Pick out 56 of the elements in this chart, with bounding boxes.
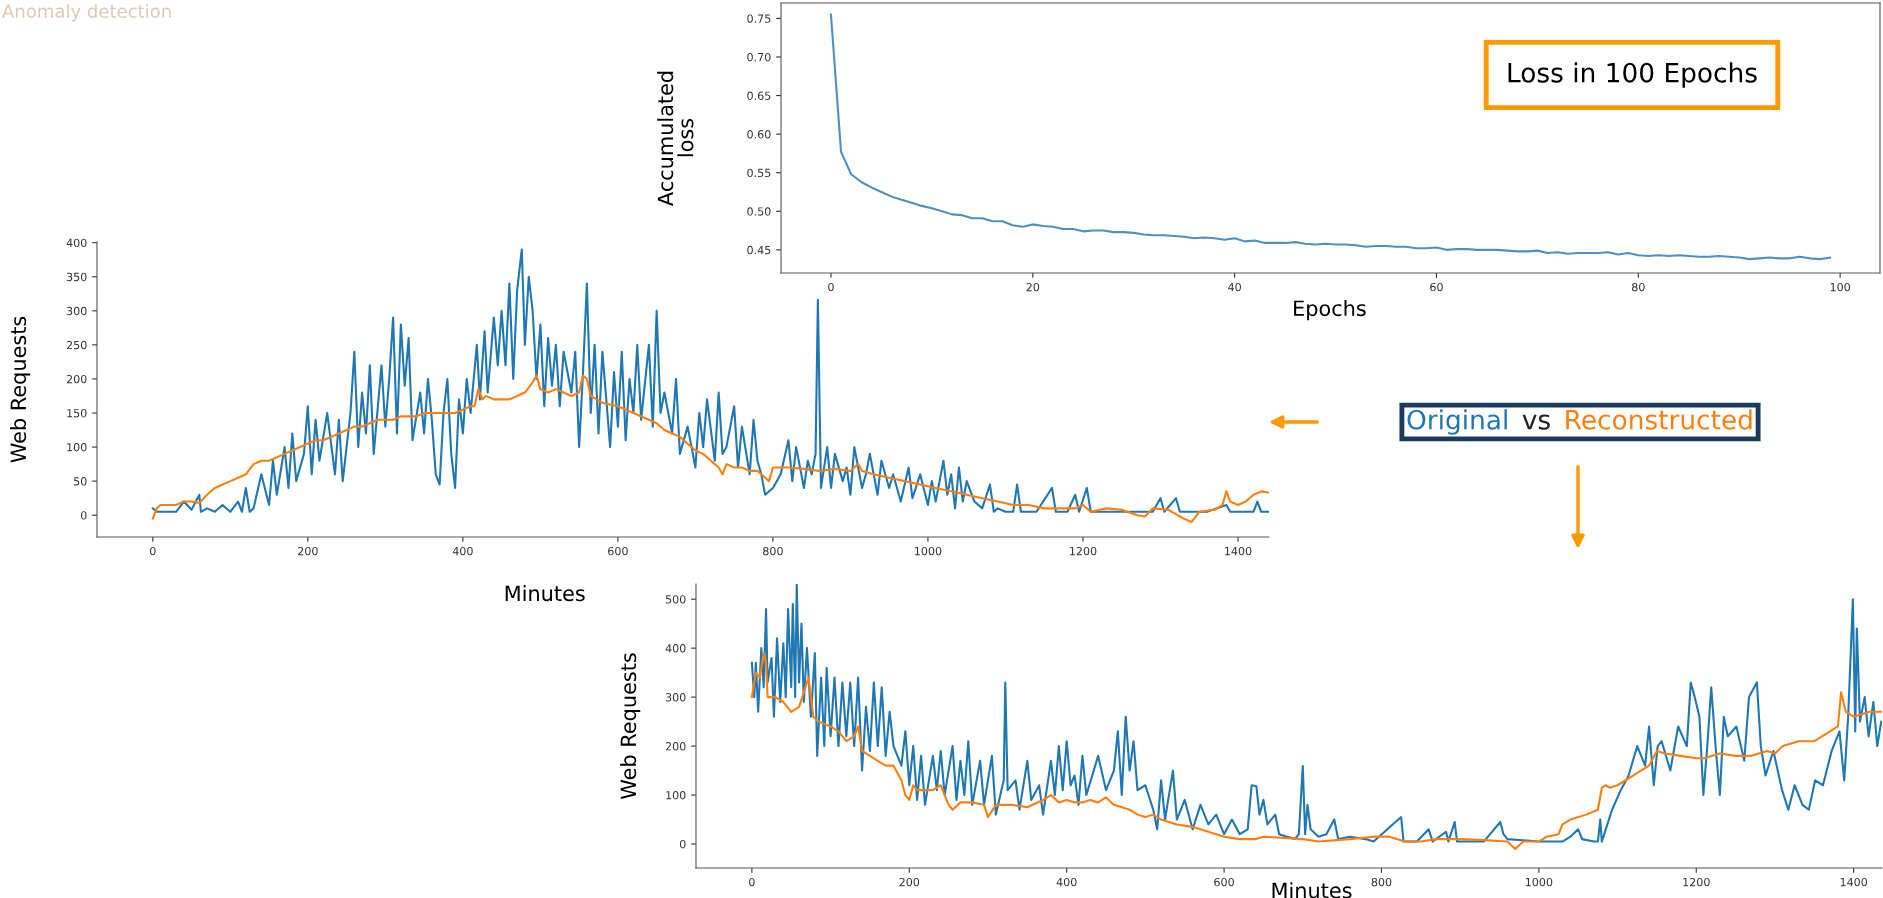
y-tick-label: 150	[67, 408, 87, 418]
text: Anomaly detection	[2, 4, 171, 22]
x-tick-label: 600	[608, 546, 628, 556]
y-tick-label: 0.50	[747, 207, 771, 216]
x-tick-label: 200	[298, 546, 318, 556]
x-tick-label: 20	[1026, 282, 1040, 292]
x-tick-label: 1200	[1070, 546, 1097, 556]
x-tick-label: 0	[150, 546, 156, 556]
y-tick-label: 0.75	[747, 14, 771, 23]
x-tick-label: 800	[763, 546, 783, 556]
text: Original vs Reconstructed	[1407, 409, 1752, 435]
line-series	[829, 13, 1832, 261]
y-tick-label: 0.45	[747, 245, 771, 255]
x-axis-title: Minutes	[505, 585, 585, 602]
x-tick-label: 1400	[1840, 877, 1868, 887]
y-tick-label: 0.60	[747, 130, 771, 139]
x-tick-label: 1000	[915, 546, 942, 556]
x-tick-label: 60	[1430, 282, 1443, 292]
y-tick-label: 200	[66, 374, 87, 384]
y-tick-label: 350	[66, 272, 87, 282]
y-tick-label: 200	[665, 742, 686, 751]
y-tick-label: 0.65	[747, 91, 771, 100]
y-tick-label: 400	[66, 238, 87, 248]
line-series	[151, 374, 1269, 524]
x-tick-label: 80	[1631, 282, 1645, 292]
text: Loss in 100 Epochs	[1508, 62, 1757, 88]
x-tick-label: 1000	[1525, 877, 1553, 887]
y-tick-label: 300	[665, 693, 686, 702]
y-tick-label: 300	[66, 306, 87, 316]
y-axis-title: Web Requests	[10, 316, 31, 463]
y-tick-label: 0.70	[747, 52, 771, 62]
line-series	[750, 652, 1882, 850]
x-axis-title: Minutes	[1272, 882, 1352, 898]
y-tick-label: 100	[666, 791, 686, 800]
y-tick-label: 0.55	[747, 168, 771, 178]
x-tick-label: 400	[452, 546, 473, 556]
x-tick-label: 0	[828, 282, 834, 292]
line-series	[750, 584, 1882, 843]
x-tick-label: 200	[899, 877, 920, 887]
y-tick-label: 500	[665, 595, 686, 604]
x-tick-label: 100	[1830, 282, 1850, 292]
y-tick-label: 50	[74, 477, 87, 486]
x-tick-label: 1200	[1683, 877, 1710, 887]
y-axis-title: Web Requests	[620, 653, 641, 800]
y-tick-label: 0	[679, 839, 686, 849]
x-tick-label: 600	[1214, 877, 1234, 887]
x-tick-label: 400	[1056, 877, 1077, 887]
y-tick-label: 0	[80, 511, 87, 520]
x-axis-title: Epochs	[1294, 300, 1366, 321]
y-tick-label: 100	[67, 443, 87, 452]
y-axis-title: Accumulated loss	[657, 71, 694, 206]
y-tick-label: 400	[665, 644, 686, 653]
x-tick-label: 1400	[1225, 546, 1252, 556]
x-tick-label: 800	[1371, 877, 1392, 887]
x-tick-label: 40	[1228, 282, 1241, 292]
y-tick-label: 250	[66, 340, 87, 350]
